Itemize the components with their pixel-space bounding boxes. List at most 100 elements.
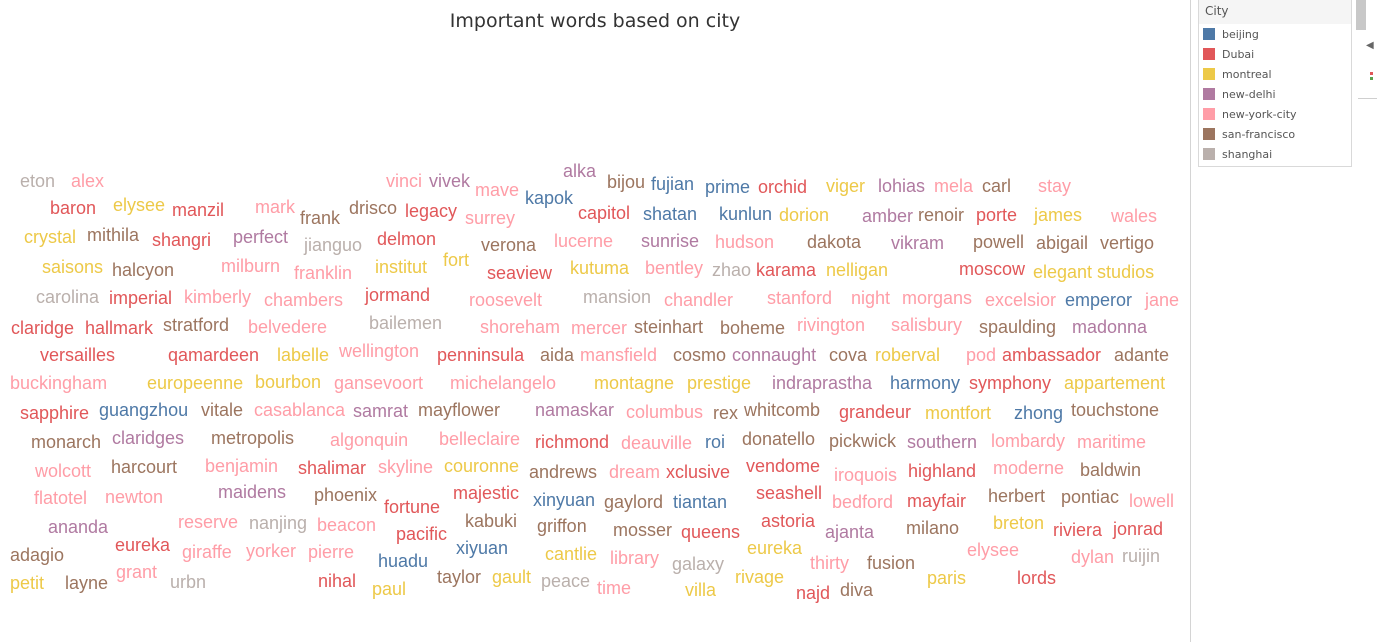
word-eton[interactable]: eton <box>20 171 56 191</box>
word-pacific[interactable]: pacific <box>396 524 448 544</box>
word-vendome[interactable]: vendome <box>746 456 821 476</box>
word-drisco[interactable]: drisco <box>349 198 398 218</box>
word-taylor[interactable]: taylor <box>437 567 482 587</box>
word-lombardy[interactable]: lombardy <box>991 431 1066 451</box>
word-zhao[interactable]: zhao <box>712 260 752 280</box>
word-herbert[interactable]: herbert <box>988 486 1046 506</box>
word-mansion[interactable]: mansion <box>583 287 652 307</box>
word-hudson[interactable]: hudson <box>715 232 775 252</box>
word-najd[interactable]: najd <box>796 583 831 603</box>
word-algonquin[interactable]: algonquin <box>330 430 409 450</box>
legend-item-montreal[interactable]: montreal <box>1199 64 1351 84</box>
word-michelangelo[interactable]: michelangelo <box>450 373 557 393</box>
legend-item-new-delhi[interactable]: new-delhi <box>1199 84 1351 104</box>
word-delmon[interactable]: delmon <box>377 229 437 249</box>
word-milano[interactable]: milano <box>906 518 960 538</box>
word-lowell[interactable]: lowell <box>1129 491 1175 511</box>
legend-item-new-york-city[interactable]: new-york-city <box>1199 104 1351 124</box>
word-jianguo[interactable]: jianguo <box>304 235 363 255</box>
word-majestic[interactable]: majestic <box>453 483 520 503</box>
word-stay[interactable]: stay <box>1038 176 1072 196</box>
word-elysee[interactable]: elysee <box>113 195 166 215</box>
word-orchid[interactable]: orchid <box>758 177 808 197</box>
word-benjamin[interactable]: benjamin <box>205 456 279 476</box>
word-xclusive[interactable]: xclusive <box>666 462 731 482</box>
word-montagne[interactable]: montagne <box>594 373 675 393</box>
word-lucerne[interactable]: lucerne <box>554 231 614 251</box>
word-boheme[interactable]: boheme <box>720 318 786 338</box>
word-vikram[interactable]: vikram <box>891 233 944 253</box>
word-time[interactable]: time <box>597 578 632 598</box>
word-grant[interactable]: grant <box>116 562 158 582</box>
word-beacon[interactable]: beacon <box>317 515 377 535</box>
word-harmony[interactable]: harmony <box>890 373 961 393</box>
word-amber[interactable]: amber <box>862 206 914 226</box>
word-dream[interactable]: dream <box>609 462 661 482</box>
word-saisons[interactable]: saisons <box>42 257 104 277</box>
word-legacy[interactable]: legacy <box>405 201 458 221</box>
word-shoreham[interactable]: shoreham <box>480 317 561 337</box>
word-richmond[interactable]: richmond <box>535 432 610 452</box>
word-bourbon[interactable]: bourbon <box>255 372 322 392</box>
word-paris[interactable]: paris <box>927 568 967 588</box>
word-roi[interactable]: roi <box>705 432 726 452</box>
legend-item-shanghai[interactable]: shanghai <box>1199 144 1351 164</box>
word-skyline[interactable]: skyline <box>378 457 434 477</box>
word-claridge[interactable]: claridge <box>11 318 75 338</box>
word-riviera[interactable]: riviera <box>1053 520 1103 540</box>
word-carl[interactable]: carl <box>982 176 1012 196</box>
word-namaskar[interactable]: namaskar <box>535 400 615 420</box>
word-vitale[interactable]: vitale <box>201 400 244 420</box>
word-qamardeen[interactable]: qamardeen <box>168 345 260 365</box>
word-harcourt[interactable]: harcourt <box>111 457 178 477</box>
word-phoenix[interactable]: phoenix <box>314 485 378 505</box>
word-lords[interactable]: lords <box>1017 568 1057 588</box>
word-maidens[interactable]: maidens <box>218 482 287 502</box>
word-kutuma[interactable]: kutuma <box>570 258 630 278</box>
collapse-arrow-icon[interactable]: ◀ <box>1366 40 1374 51</box>
word-guangzhou[interactable]: guangzhou <box>99 400 189 420</box>
word-montfort[interactable]: montfort <box>925 403 992 423</box>
word-mark[interactable]: mark <box>255 197 295 217</box>
word-appartement[interactable]: appartement <box>1064 373 1166 393</box>
word-elysee[interactable]: elysee <box>967 540 1020 560</box>
word-seaview[interactable]: seaview <box>487 263 553 283</box>
word-excelsior[interactable]: excelsior <box>985 290 1057 310</box>
word-adagio[interactable]: adagio <box>10 545 65 565</box>
word-highland[interactable]: highland <box>908 461 977 481</box>
word-shangri[interactable]: shangri <box>152 230 212 250</box>
word-columbus[interactable]: columbus <box>626 402 704 422</box>
word-indraprastha[interactable]: indraprastha <box>772 373 873 393</box>
word-mave[interactable]: mave <box>475 180 520 200</box>
word-jonrad[interactable]: jonrad <box>1113 519 1164 539</box>
word-manzil[interactable]: manzil <box>172 200 225 220</box>
word-franklin[interactable]: franklin <box>294 263 353 283</box>
word-elegant-studios[interactable]: elegant studios <box>1033 262 1155 282</box>
word-adante[interactable]: adante <box>1114 345 1170 365</box>
word-madonna[interactable]: madonna <box>1072 317 1148 337</box>
word-steinhart[interactable]: steinhart <box>634 317 704 337</box>
word-samrat[interactable]: samrat <box>353 401 409 421</box>
legend-item-san-francisco[interactable]: san-francisco <box>1199 124 1351 144</box>
word-belvedere[interactable]: belvedere <box>248 317 328 337</box>
word-night[interactable]: night <box>851 288 891 308</box>
word-whitcomb[interactable]: whitcomb <box>744 400 821 420</box>
word-chambers[interactable]: chambers <box>264 290 344 310</box>
word-gansevoort[interactable]: gansevoort <box>334 373 424 393</box>
word-rivington[interactable]: rivington <box>797 315 866 335</box>
word-galaxy[interactable]: galaxy <box>672 554 725 574</box>
word-karama[interactable]: karama <box>756 260 817 280</box>
word-reserve[interactable]: reserve <box>178 512 239 532</box>
word-pod[interactable]: pod <box>966 345 997 365</box>
color-dots-icon[interactable] <box>1370 72 1374 84</box>
word-metropolis[interactable]: metropolis <box>211 428 295 448</box>
word-dakota[interactable]: dakota <box>807 232 862 252</box>
word-kunlun[interactable]: kunlun <box>719 204 773 224</box>
word-vertigo[interactable]: vertigo <box>1100 233 1155 253</box>
word-casablanca[interactable]: casablanca <box>254 400 346 420</box>
word-cantlie[interactable]: cantlie <box>545 544 598 564</box>
word-fujian[interactable]: fujian <box>651 174 695 194</box>
word-mela[interactable]: mela <box>934 176 974 196</box>
word-monarch[interactable]: monarch <box>31 432 102 452</box>
word-powell[interactable]: powell <box>973 232 1025 252</box>
